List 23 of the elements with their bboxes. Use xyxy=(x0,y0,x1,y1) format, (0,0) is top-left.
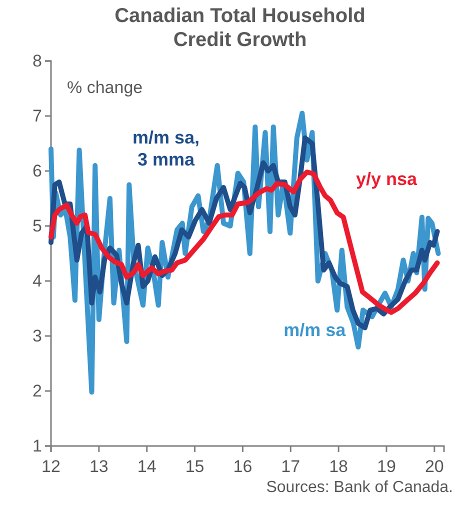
x-tick-label: 19 xyxy=(377,457,396,476)
y-tick-label: 4 xyxy=(32,271,42,290)
y-tick-label: 3 xyxy=(32,326,42,346)
x-tick-label: 14 xyxy=(137,457,156,476)
series-label: m/m sa, 3 mma xyxy=(132,128,200,170)
x-tick-label: 15 xyxy=(185,457,204,476)
source-note: Sources: Bank of Canada. xyxy=(266,479,453,496)
x-tick-label: 17 xyxy=(281,457,300,476)
y-tick-label: 7 xyxy=(32,106,42,126)
y-tick-label: 1 xyxy=(32,436,42,456)
chart-title: Canadian Total Household Credit Growth xyxy=(114,5,366,51)
y-tick-label: 6 xyxy=(32,161,42,180)
x-tick-label: 16 xyxy=(233,457,252,476)
series-label: m/m sa xyxy=(284,320,347,340)
x-tick-label: 20 xyxy=(424,457,444,476)
x-tick-label: 18 xyxy=(329,457,348,476)
x-tick-label: 12 xyxy=(42,457,60,476)
y-tick-label: 2 xyxy=(32,381,42,400)
y-axis-title: % change xyxy=(67,78,143,97)
y-tick-label: 5 xyxy=(32,216,42,236)
y-tick-label: 8 xyxy=(32,51,42,70)
x-tick-label: 13 xyxy=(89,457,108,476)
series-label: y/y nsa xyxy=(356,168,418,189)
